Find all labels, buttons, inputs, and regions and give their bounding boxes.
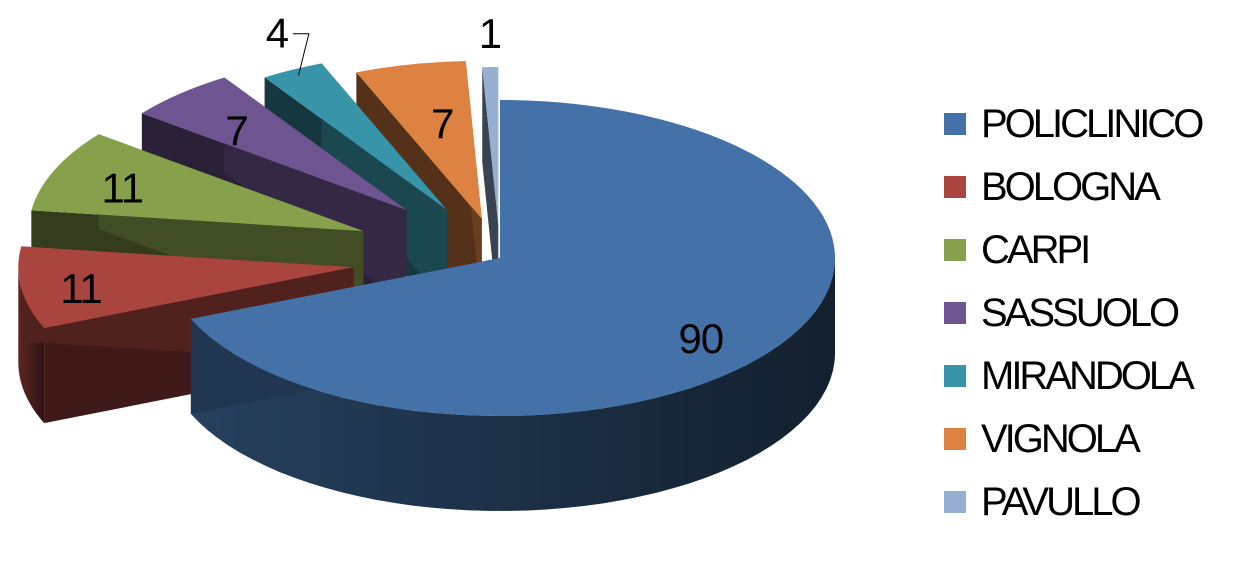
data-label-carpi: 11 [101, 165, 143, 212]
pie-slice-top [141, 77, 407, 211]
legend-swatch [944, 175, 966, 198]
leader-line [292, 33, 310, 76]
legend-item-mirandola: MIRANDOLA [944, 344, 1244, 407]
legend-item-pavullo: PAVULLO [944, 470, 1244, 533]
pie-slice-policlinico [190, 100, 835, 511]
legend-swatch [944, 490, 966, 513]
pie-slice-side-shading [190, 258, 835, 511]
legend-item-vignola: VIGNOLA [944, 407, 1244, 470]
legend-label: MIRANDOLA [981, 353, 1195, 398]
pie-slice-top [264, 63, 447, 210]
pie-slice-wall [482, 67, 499, 320]
data-label-vignola: 7 [431, 100, 453, 147]
legend-label: BOLOGNA [981, 164, 1161, 209]
data-label-mirandola: 4 [266, 10, 289, 57]
legend-swatch [944, 112, 966, 135]
pie-slice-pavullo [482, 66, 499, 320]
data-label-sassuolo: 7 [225, 107, 247, 154]
legend-swatch [944, 238, 966, 261]
legend-item-bologna: BOLOGNA [944, 155, 1244, 218]
legend-label: POLICLINICO [981, 101, 1204, 146]
legend-label: CARPI [981, 227, 1091, 272]
legend-swatch [944, 427, 966, 450]
legend-label: SASSUOLO [981, 290, 1180, 335]
pie-slice-top [31, 134, 364, 232]
pie-slice-top [18, 246, 354, 329]
legend-item-sassuolo: SASSUOLO [944, 281, 1244, 344]
legend: POLICLINICO BOLOGNA CARPI SASSUOLO MIRANDOLA… [944, 92, 1244, 533]
legend-swatch [944, 364, 966, 387]
legend-swatch [944, 301, 966, 324]
data-label-pavullo: 1 [479, 10, 501, 57]
legend-label: VIGNOLA [981, 416, 1141, 461]
legend-item-policlinico: POLICLINICO [944, 92, 1244, 155]
pie-slice-top [356, 61, 482, 219]
pie-slice-top [190, 100, 835, 417]
legend-label: PAVULLO [981, 479, 1142, 524]
legend-item-carpi: CARPI [944, 218, 1244, 281]
data-label-bologna: 11 [60, 265, 102, 312]
data-label-policlinico: 90 [678, 315, 723, 362]
pie-slice-top [482, 66, 499, 225]
